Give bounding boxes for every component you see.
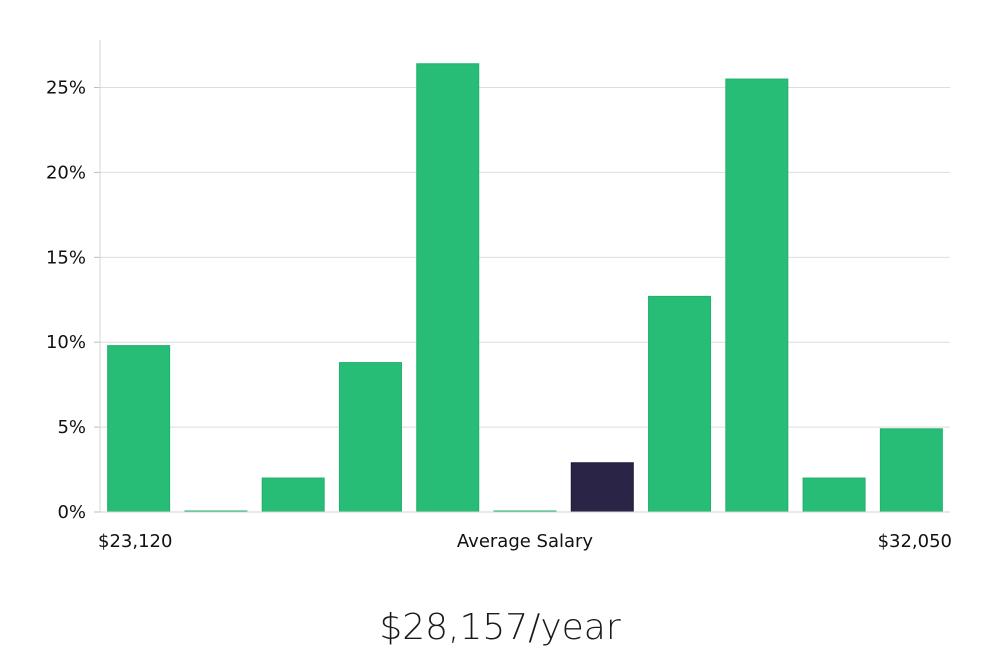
grid-lines: 0% 5% 10% 15% 20% 25% (46, 78, 950, 523)
x-max-label: $32,050 (878, 531, 952, 552)
x-min-label: $23,120 (98, 531, 172, 552)
bar (261, 477, 325, 513)
y-tick-label: 10% (46, 332, 86, 353)
y-tick-label: 20% (46, 162, 86, 183)
axis-labels: $23,120 Average Salary $32,050 (98, 531, 952, 552)
bar (107, 345, 171, 513)
axes (99, 40, 950, 513)
bars (107, 63, 943, 513)
y-tick-label: 0% (57, 502, 86, 523)
bar (416, 63, 480, 513)
y-tick-label: 15% (46, 247, 86, 268)
bar-highlight (570, 462, 634, 513)
bar (725, 78, 789, 513)
bar (648, 295, 712, 513)
bar (338, 362, 402, 513)
salary-headline: $28,157/year (379, 607, 621, 648)
y-tick-label: 5% (57, 417, 86, 438)
bar (879, 428, 943, 513)
bar (802, 477, 866, 513)
x-axis-title: Average Salary (457, 531, 594, 552)
y-tick-label: 25% (46, 78, 86, 99)
